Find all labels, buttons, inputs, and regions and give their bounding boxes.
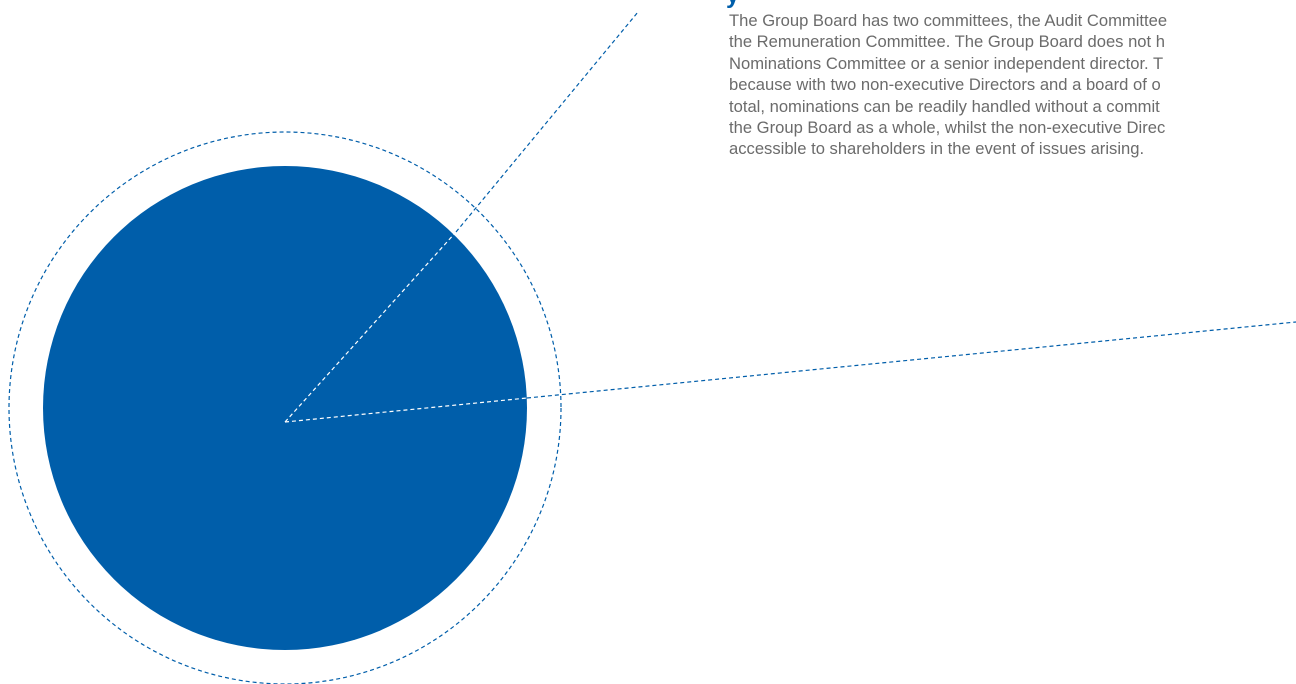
- paragraph-line: because with two non-executive Directors…: [729, 75, 1161, 95]
- pointer-line-upper-inner: [284, 231, 457, 423]
- pointer-line-right-outer: [526, 321, 1296, 399]
- paragraph-line: Nominations Committee or a senior indepe…: [729, 53, 1164, 73]
- paragraph-line: the Group Board as a whole, whilst the n…: [729, 118, 1166, 138]
- heading-fragment: y: [726, 0, 739, 8]
- blue-disc: [43, 166, 527, 650]
- paragraph-line: total, nominations can be readily handle…: [729, 96, 1160, 116]
- committee-paragraph: The Group Board has two committees, the …: [729, 10, 1296, 160]
- paragraph-line: accessible to shareholders in the event …: [729, 139, 1145, 159]
- paragraph-line: the Remuneration Committee. The Group Bo…: [729, 32, 1165, 52]
- paragraph-line: The Group Board has two committees, the …: [729, 11, 1168, 30]
- dashed-outer-ring: [8, 131, 562, 684]
- pointer-line-right-inner: [284, 397, 528, 423]
- pointer-line-upper-outer: [455, 11, 639, 233]
